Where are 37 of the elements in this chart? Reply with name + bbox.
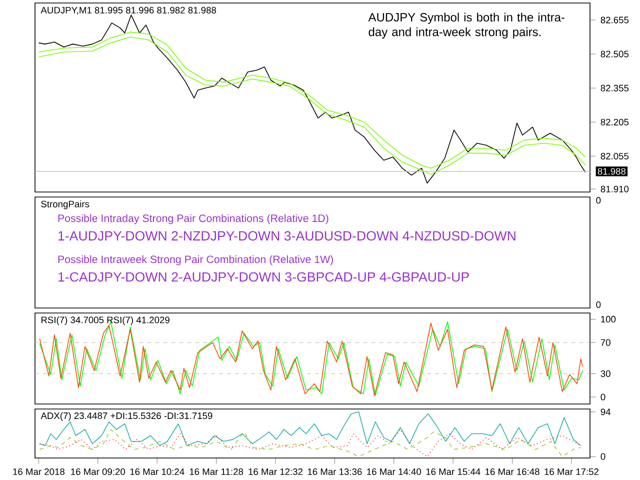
y-tick-label: 0 bbox=[600, 394, 606, 400]
x-tick-label: 16 Mar 15:44 bbox=[426, 468, 480, 475]
y-tick-label: 82.205 bbox=[600, 118, 629, 126]
x-tick-label: 16 Mar 2018 bbox=[13, 468, 64, 475]
y-tick-label: 70 bbox=[600, 339, 610, 346]
ref-line-label: 81.988 bbox=[598, 168, 626, 175]
annotation: AUDJPY Symbol is both in the intra-day and intra-week strong pairs. bbox=[368, 12, 564, 39]
y-tick-label: 82.655 bbox=[600, 16, 629, 24]
text: 0 bbox=[596, 197, 601, 204]
x-tick-label: 16 Mar 09:20 bbox=[71, 468, 126, 475]
x-tick-label: 16 Mar 17:52 bbox=[544, 468, 599, 475]
text: 1-CADJPY-DOWN 2-AUDJPY-DOWN 3-GBPCAD-UP 4-GBPAUD-UP bbox=[58, 272, 469, 282]
line-series bbox=[39, 411, 582, 446]
text: 1-AUDJPY-DOWN 2-NZDJPY-DOWN 3-AUDUSD-DOWN 4-NZDUSD-DOWN bbox=[58, 231, 516, 241]
x-tick-label: 16 Mar 14:40 bbox=[367, 468, 422, 475]
x-tick-label: 16 Mar 11:28 bbox=[190, 468, 244, 475]
y-tick-label: 94 bbox=[600, 408, 611, 416]
text: Possible Intraweek Strong Pair Combination (Relative 1W) bbox=[58, 255, 334, 266]
line-series bbox=[39, 429, 582, 457]
x-tick-label: 16 Mar 10:24 bbox=[130, 468, 184, 475]
x-tick-label: 16 Mar 12:32 bbox=[248, 468, 303, 475]
y-tick-label: 81.910 bbox=[600, 186, 629, 192]
y-tick-label: 82.355 bbox=[600, 84, 629, 92]
y-tick-label: 30 bbox=[600, 370, 610, 377]
x-tick-label: 16 Mar 13:36 bbox=[308, 468, 362, 475]
chart-title: ADX(7) 23.4487 +DI:15.5326 -DI:31.7159 bbox=[40, 412, 212, 421]
text: 0 bbox=[596, 301, 601, 308]
line-series bbox=[38, 14, 586, 184]
y-tick-label: 100 bbox=[601, 316, 616, 323]
text: Possible Intraday Strong Pair Combinations (Relative 1D) bbox=[58, 214, 328, 224]
x-tick-label: 16 Mar 16:48 bbox=[486, 468, 540, 475]
y-tick-label: 82.505 bbox=[600, 50, 629, 58]
text: StrongPairs bbox=[41, 200, 90, 210]
y-tick-label: 0 bbox=[600, 453, 606, 460]
y-tick-label: 82.055 bbox=[600, 152, 629, 160]
chart-title: RSI(7) 34.7005 RSI(7) 41.2029 bbox=[41, 316, 170, 326]
chart-title: AUDJPY,M1 81.995 81.996 81.982 81.988 bbox=[40, 6, 216, 15]
